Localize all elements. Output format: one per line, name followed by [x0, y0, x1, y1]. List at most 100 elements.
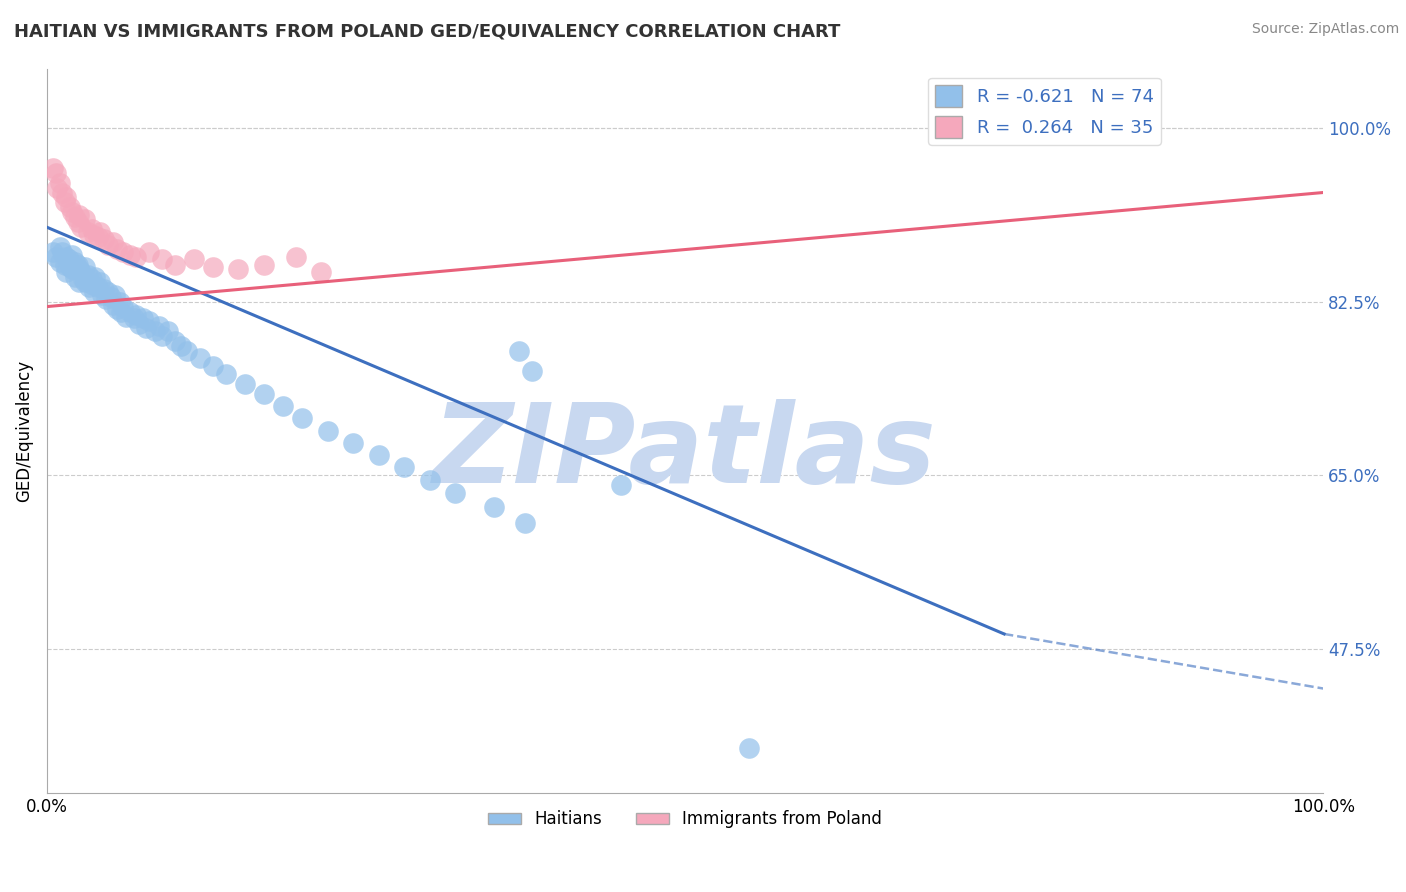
Point [80, 272, 103, 286]
Point [75, 275, 97, 289]
Point [188, 351, 211, 366]
Point [75, 212, 97, 227]
Point [228, 261, 250, 276]
Point [55, 265, 77, 279]
Point [738, 741, 761, 756]
Point [131, 311, 153, 326]
Point [53, 195, 76, 210]
Point [63, 211, 86, 225]
Point [520, 364, 543, 378]
Point [157, 325, 180, 339]
Point [59, 201, 82, 215]
Point [59, 260, 82, 274]
Point [112, 300, 135, 314]
Point [163, 334, 186, 349]
Point [444, 486, 467, 500]
Point [105, 301, 128, 316]
Point [90, 287, 112, 301]
Point [55, 190, 77, 204]
Point [253, 258, 276, 272]
Text: Source: ZipAtlas.com: Source: ZipAtlas.com [1251, 22, 1399, 37]
Point [83, 228, 105, 243]
Point [63, 269, 86, 284]
Point [70, 220, 93, 235]
Point [42, 245, 65, 260]
Point [135, 321, 157, 335]
Point [125, 308, 148, 322]
Point [138, 245, 160, 260]
Point [170, 339, 193, 353]
Point [110, 304, 132, 318]
Point [342, 436, 364, 450]
Point [233, 376, 256, 391]
Point [103, 235, 125, 249]
Point [316, 424, 339, 438]
Point [125, 250, 148, 264]
Point [97, 238, 120, 252]
Point [67, 275, 90, 289]
Point [508, 344, 530, 359]
Point [76, 225, 98, 239]
Point [163, 258, 186, 272]
Point [87, 230, 110, 244]
Point [55, 250, 77, 264]
Point [97, 285, 120, 299]
Point [183, 252, 205, 266]
Point [610, 478, 633, 492]
Point [75, 260, 97, 274]
Point [67, 208, 90, 222]
Legend: Haitians, Immigrants from Poland: Haitians, Immigrants from Poland [481, 804, 889, 835]
Point [201, 260, 224, 274]
Point [46, 180, 69, 194]
Point [45, 250, 67, 264]
Point [45, 166, 67, 180]
Point [51, 186, 73, 200]
Point [82, 277, 104, 292]
Point [62, 205, 84, 219]
Text: HAITIAN VS IMMIGRANTS FROM POLAND GED/EQUIVALENCY CORRELATION CHART: HAITIAN VS IMMIGRANTS FROM POLAND GED/EQ… [14, 22, 841, 40]
Point [103, 297, 125, 311]
Point [103, 287, 125, 301]
Point [138, 314, 160, 328]
Point [311, 265, 333, 279]
Point [63, 255, 86, 269]
Point [42, 161, 65, 175]
Point [94, 292, 117, 306]
Point [48, 255, 70, 269]
Point [394, 460, 416, 475]
Point [100, 290, 122, 304]
Point [62, 261, 84, 276]
Text: ZIPatlas: ZIPatlas [433, 399, 936, 506]
Point [105, 242, 128, 256]
Point [253, 387, 276, 401]
Point [66, 258, 89, 272]
Point [176, 344, 198, 359]
Point [419, 473, 441, 487]
Point [51, 245, 73, 260]
Point [87, 279, 110, 293]
Point [201, 359, 224, 373]
Point [93, 232, 115, 246]
Point [118, 304, 141, 318]
Point [84, 269, 107, 284]
Point [291, 410, 314, 425]
Point [48, 176, 70, 190]
Point [72, 272, 94, 286]
Point [93, 282, 115, 296]
Point [482, 500, 505, 514]
Point [148, 319, 170, 334]
Point [515, 516, 537, 530]
Point [112, 245, 135, 260]
Point [53, 258, 76, 272]
Point [48, 240, 70, 254]
Point [58, 252, 80, 266]
Point [128, 318, 150, 332]
Point [122, 311, 145, 326]
Point [271, 399, 294, 413]
Point [66, 215, 89, 229]
Point [150, 329, 173, 343]
Point [214, 367, 236, 381]
Point [118, 248, 141, 262]
Point [67, 261, 90, 276]
Point [76, 268, 98, 282]
